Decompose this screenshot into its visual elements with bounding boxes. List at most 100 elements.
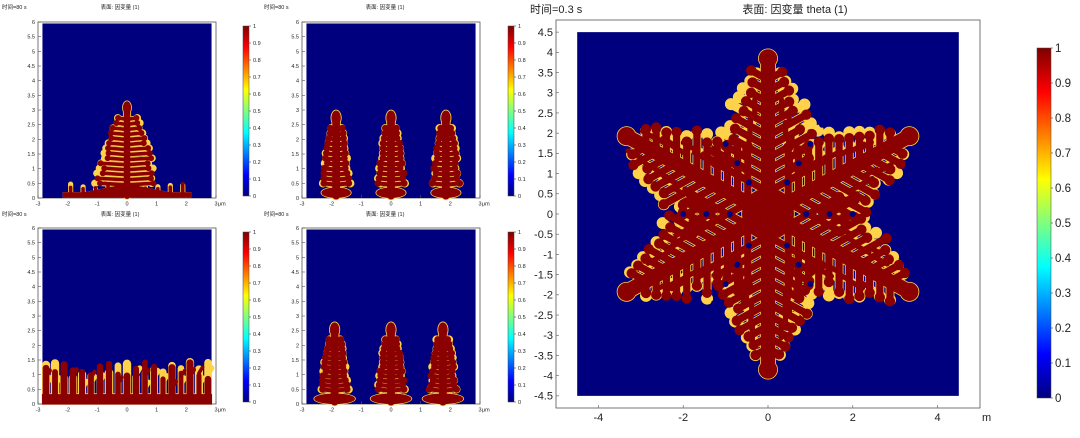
colorbar-tick-label: 0.4 (518, 126, 526, 132)
branch-tip (861, 232, 873, 243)
x-tick-label: 0 (125, 202, 128, 208)
y-tick-label: 4.5 (27, 64, 35, 70)
y-tick-label: 2.5 (538, 108, 553, 120)
colorbar-tick-label: 0.9 (253, 247, 261, 253)
colorbar-tick-label: 0.2 (518, 366, 526, 372)
time-label: 时间=80 s (264, 210, 289, 218)
branch-tip (723, 297, 735, 308)
branch-tip (97, 180, 104, 187)
branch-tip (104, 155, 111, 162)
hole (710, 300, 717, 307)
time-label: 时间=80 s (264, 3, 289, 11)
x-tick-label: -2 (329, 202, 334, 208)
x-tick-label: -3 (36, 202, 41, 208)
branch-tip (105, 150, 112, 157)
dendrite-tip (386, 110, 396, 126)
y-tick-label: 3.5 (291, 93, 299, 99)
branch-tip (148, 155, 155, 162)
hole (819, 300, 826, 307)
branch-tip (854, 290, 865, 302)
colorbar-tick-label: 0.9 (518, 247, 526, 253)
chart-panel-5: 时间=0.3 s 表面: 因变量 theta (1) -4 -2 0 2 4 -4.5 -4 -3… (530, 2, 1072, 424)
branch-tip (742, 141, 753, 152)
y-tick-label: -2.5 (534, 310, 553, 322)
y-tick-label: 4 (296, 285, 299, 291)
arm-tip (900, 127, 919, 146)
colorbar-tick-label: 0.5 (253, 109, 261, 115)
colorbar-tick-label: 1 (518, 230, 521, 236)
branch-tip (786, 322, 798, 333)
colorbar-tick-label: 1 (253, 24, 256, 30)
dendrite-segment (205, 365, 215, 377)
y-tick-label: -2 (543, 290, 553, 302)
branch-tip (108, 135, 115, 142)
chart-panel-1: 时间=80 s 表面: 因变量 (1) -3 -2 -1 0 1 2 3 0 0.5 1 1.5 2 2.5… (2, 3, 261, 208)
y-tick-label: 2.5 (27, 329, 35, 335)
branch-tip (632, 260, 644, 271)
hole (734, 261, 741, 268)
colorbar-tick-label: 0.7 (1055, 148, 1071, 160)
solid-layer (617, 49, 919, 379)
branch-tip (870, 226, 882, 239)
solid-layer (41, 359, 213, 405)
hole (680, 211, 687, 217)
hole (656, 211, 663, 217)
hole (819, 121, 826, 128)
branch-tip (640, 287, 652, 299)
colorbar-tick-label: 0.4 (253, 126, 261, 132)
branch-tip (665, 222, 676, 233)
branch-tip (671, 126, 682, 138)
x-tick-label: -3 (300, 202, 305, 208)
dendrite-segment (98, 161, 129, 167)
colorbar-tick-label: 0.8 (518, 264, 526, 270)
branch-tip (106, 140, 113, 147)
branch-tip (731, 315, 742, 326)
branch-tip (642, 163, 653, 174)
y-tick-label: 0 (32, 402, 35, 408)
branch-tip (802, 297, 815, 310)
dendrite-segment (98, 181, 129, 187)
dendrite-tip (122, 101, 132, 115)
x-tick-label: -2 (65, 408, 70, 414)
branch-tip (823, 276, 835, 288)
branch-tip (145, 165, 152, 172)
dendrite-segment (686, 189, 752, 229)
solid-layer (320, 110, 353, 200)
branch-tip (783, 331, 794, 343)
branch-tip (640, 253, 651, 264)
branch-tip (864, 130, 875, 141)
branch-tip (750, 349, 761, 361)
hole (745, 242, 752, 249)
dendrite-segment (815, 182, 870, 216)
branch-tip (444, 336, 452, 343)
chart-title: 表面: 因变量 (1) (366, 210, 405, 218)
x-tick-label: -3 (300, 408, 305, 414)
colorbar-tick-label: 0.3 (253, 349, 261, 355)
branch-tip (105, 145, 112, 152)
branch-tip (823, 133, 835, 144)
branch-tip (881, 233, 892, 244)
y-tick-label: 0.5 (27, 181, 35, 187)
colorbar (242, 231, 250, 403)
y-tick-label: 3 (547, 88, 553, 100)
hole (722, 141, 729, 147)
colorbar-tick-label: 0.9 (518, 41, 526, 47)
colorbar-tick-label: 0.2 (253, 366, 261, 372)
colorbar-tick-label: 0.9 (1055, 78, 1071, 90)
branch-tip (893, 259, 904, 271)
solid-phase (41, 358, 215, 405)
colorbar-tick-label: 0.6 (518, 298, 526, 304)
solid-phase (313, 321, 465, 407)
x-tick-label: 0 (125, 408, 128, 414)
branch-tip (712, 136, 723, 147)
colorbar-tick-label: 0.3 (518, 143, 526, 149)
branch-tip (150, 180, 157, 187)
branch-tip (681, 136, 692, 147)
y-tick-label: 2 (32, 343, 35, 349)
branch-tip (869, 189, 881, 200)
colorbar (507, 25, 515, 197)
dendrite-segment (804, 188, 859, 221)
x-tick-label: -1 (95, 408, 100, 414)
branch-tip (393, 336, 400, 343)
dendrite-base (62, 192, 192, 198)
